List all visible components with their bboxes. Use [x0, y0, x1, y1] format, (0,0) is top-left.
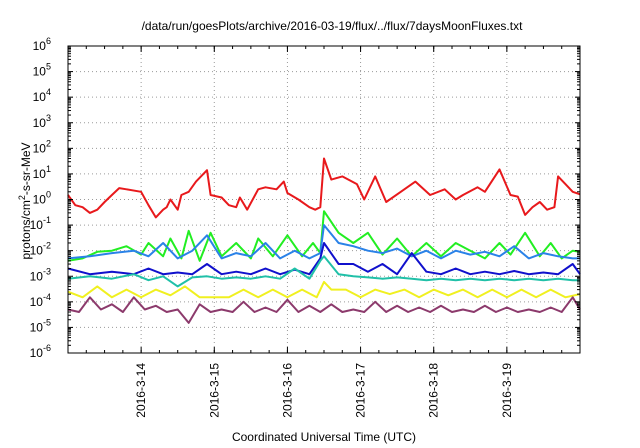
- y-tick-label: 102: [33, 138, 51, 155]
- series-line-4: [67, 242, 581, 276]
- series-line-1: [67, 157, 581, 219]
- series-line-5: [67, 255, 580, 288]
- x-axis: 2016-3-14 2016-3-15 2016-3-16 2016-3-17 2016…: [67, 46, 581, 418]
- y-tick-label: 103: [33, 113, 51, 130]
- y-tick-label: 10-3: [30, 266, 51, 283]
- x-tick-label: 2016-3-15: [207, 363, 221, 418]
- y-tick-label: 10-5: [30, 317, 51, 334]
- data-series: [67, 157, 581, 324]
- series-line-6: [67, 280, 581, 299]
- y-tick-label: 10-2: [30, 241, 51, 258]
- y-axis-label-sup: 2: [17, 195, 27, 200]
- series-line-7: [67, 296, 581, 324]
- y-tick-label: 105: [33, 62, 51, 79]
- x-tick-label: 2016-3-17: [354, 363, 368, 418]
- y-tick-label: 10-4: [30, 292, 51, 309]
- x-tick-label: 2016-3-16: [280, 363, 294, 418]
- x-tick-label: 2016-3-19: [500, 363, 514, 418]
- x-tick-label: 2016-3-18: [427, 363, 441, 418]
- y-tick-label: 104: [33, 87, 51, 104]
- series-line-2: [67, 210, 581, 262]
- x-tick-label: 2016-3-14: [134, 363, 148, 418]
- y-tick-label: 101: [33, 164, 51, 181]
- y-axis: 10-6 10-5 10-4 10-3 10-2 10-1 100 101 102 103 104 1…: [30, 36, 580, 360]
- y-tick-label: 10-6: [30, 343, 51, 360]
- series-line-3: [67, 224, 580, 260]
- y-tick-label: 106: [33, 36, 51, 53]
- y-axis-label-rest: -s-sr-MeV: [19, 142, 33, 195]
- y-tick-label: 100: [33, 190, 51, 207]
- y-tick-label: 10-1: [30, 215, 51, 232]
- grid-lines: [68, 46, 580, 353]
- chart-title: /data/run/goesPlots/archive/2016-03-19/f…: [142, 19, 524, 33]
- y-axis-label-base: protons/cm: [19, 200, 33, 259]
- y-axis-label: protons/cm2-s-sr-MeV: [17, 142, 33, 259]
- x-axis-label: Coordinated Universal Time (UTC): [232, 430, 416, 444]
